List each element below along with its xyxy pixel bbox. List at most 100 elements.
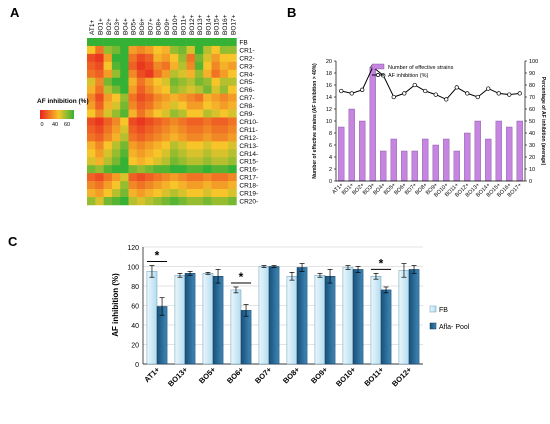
heatmap-cell xyxy=(161,141,171,150)
heatmap-cell xyxy=(211,53,221,63)
heatmap-cell xyxy=(203,189,212,198)
heatmap-cell xyxy=(228,125,237,134)
afla-pool-bar xyxy=(268,266,280,365)
fb-bar xyxy=(370,276,382,365)
heatmap-cell xyxy=(178,173,187,182)
heatmap-cell xyxy=(186,93,196,102)
heatmap-cell xyxy=(95,125,104,134)
heatmap-cell xyxy=(111,181,121,190)
heatmap-cell xyxy=(178,101,187,110)
heatmap-cell xyxy=(103,117,113,126)
fb-bar xyxy=(202,273,214,365)
heatmap-cell xyxy=(219,77,229,86)
heatmap-cell xyxy=(161,117,171,126)
heatmap-cell xyxy=(219,85,229,94)
heatmap-cell xyxy=(170,69,179,79)
heatmap-cell xyxy=(103,61,113,71)
heatmap-cell xyxy=(194,173,204,182)
heatmap-cell xyxy=(178,141,187,150)
panel-label-b: B xyxy=(287,5,297,20)
y-tick-label: 100 xyxy=(127,265,139,272)
heatmap-cell xyxy=(120,38,129,47)
heatmap-cell xyxy=(194,165,204,174)
heatmap-cell xyxy=(203,181,212,190)
heatmap-cell xyxy=(211,173,221,182)
heatmap-cell xyxy=(95,101,104,110)
heatmap-cell xyxy=(95,165,104,174)
heatmap-column-label: BO4+ xyxy=(122,18,129,35)
heatmap-cell xyxy=(161,69,171,79)
heatmap-cell xyxy=(111,101,121,110)
legend-fb-label: FB xyxy=(439,307,448,314)
heatmap-cell xyxy=(103,93,113,102)
heatmap-cell xyxy=(219,45,229,55)
heatmap-cell xyxy=(87,165,96,174)
heatmap-cell xyxy=(87,141,96,150)
heatmap-cell xyxy=(228,141,237,150)
heatmap-cell xyxy=(170,38,179,47)
heatmap-cell xyxy=(211,101,221,110)
heatmap-cell xyxy=(178,181,187,190)
heatmap-cell xyxy=(136,157,146,166)
heatmap-cell xyxy=(186,61,196,71)
heatmap-cell xyxy=(87,197,96,206)
heatmap-row-label: CR6- xyxy=(239,87,254,94)
heatmap-cell xyxy=(178,93,187,102)
heatmap-cell xyxy=(186,85,196,94)
heatmap-cell xyxy=(136,149,146,158)
heatmap-cell xyxy=(120,125,129,134)
heatmap-cell xyxy=(120,53,129,63)
heatmap-row-label: CR16- xyxy=(239,167,258,174)
heatmap-cell xyxy=(161,45,171,55)
heatmap-cell xyxy=(128,181,138,190)
heatmap-row-label: CR10- xyxy=(239,119,258,126)
heatmap-cell xyxy=(170,157,179,166)
heatmap-cell xyxy=(145,93,154,102)
heatmap-cell xyxy=(211,125,221,134)
heatmap-cell xyxy=(186,197,196,206)
heatmap-cell xyxy=(153,165,162,174)
heatmap-cell xyxy=(203,165,212,174)
heatmap-cell xyxy=(136,141,146,150)
heatmap-cell xyxy=(228,38,237,47)
heatmap-cell xyxy=(161,189,171,198)
heatmap-column-label: BO8+ xyxy=(156,18,163,35)
heatmap-cell xyxy=(203,38,212,47)
heatmap-cell xyxy=(186,141,196,150)
heatmap-cell xyxy=(228,45,237,55)
heatmap-cell xyxy=(211,181,221,190)
heatmap-cell xyxy=(145,38,154,47)
heatmap-cell xyxy=(211,109,221,118)
y-right-tick-label: 30 xyxy=(529,143,535,149)
heatmap-cell xyxy=(145,133,154,142)
heatmap-cell xyxy=(95,141,104,150)
heatmap-cell xyxy=(103,157,113,166)
heatmap-cell xyxy=(128,189,138,198)
heatmap-cell xyxy=(194,69,204,79)
heatmap-cell xyxy=(120,173,129,182)
heatmap-cell xyxy=(103,141,113,150)
heatmap-cell xyxy=(95,181,104,190)
y-left-tick-label: 4 xyxy=(329,155,332,161)
heatmap-cell xyxy=(161,157,171,166)
heatmap-cell xyxy=(194,189,204,198)
heatmap-cell xyxy=(120,197,129,206)
af-inhibition-point xyxy=(486,86,491,91)
heatmap-cell xyxy=(219,53,229,63)
y-left-tick-label: 0 xyxy=(329,179,332,185)
heatmap-cell xyxy=(120,101,129,110)
heatmap-cell xyxy=(128,157,138,166)
heatmap-cell xyxy=(145,141,154,150)
heatmap-cell xyxy=(228,93,237,102)
afla-pool-bar xyxy=(352,269,364,365)
heatmap-cell xyxy=(228,157,237,166)
af-inhibition-point xyxy=(339,88,344,94)
heatmap-cell xyxy=(211,77,221,86)
heatmap-cell xyxy=(136,53,146,63)
heatmap-legend-tick: 40 xyxy=(52,122,58,128)
heatmap-cell xyxy=(194,101,204,110)
af-inhibition-point xyxy=(433,92,438,97)
heatmap-cell xyxy=(153,117,162,126)
heatmap-column-label: BO3+ xyxy=(114,18,121,35)
x-tick-label: BO8+ xyxy=(281,365,302,386)
